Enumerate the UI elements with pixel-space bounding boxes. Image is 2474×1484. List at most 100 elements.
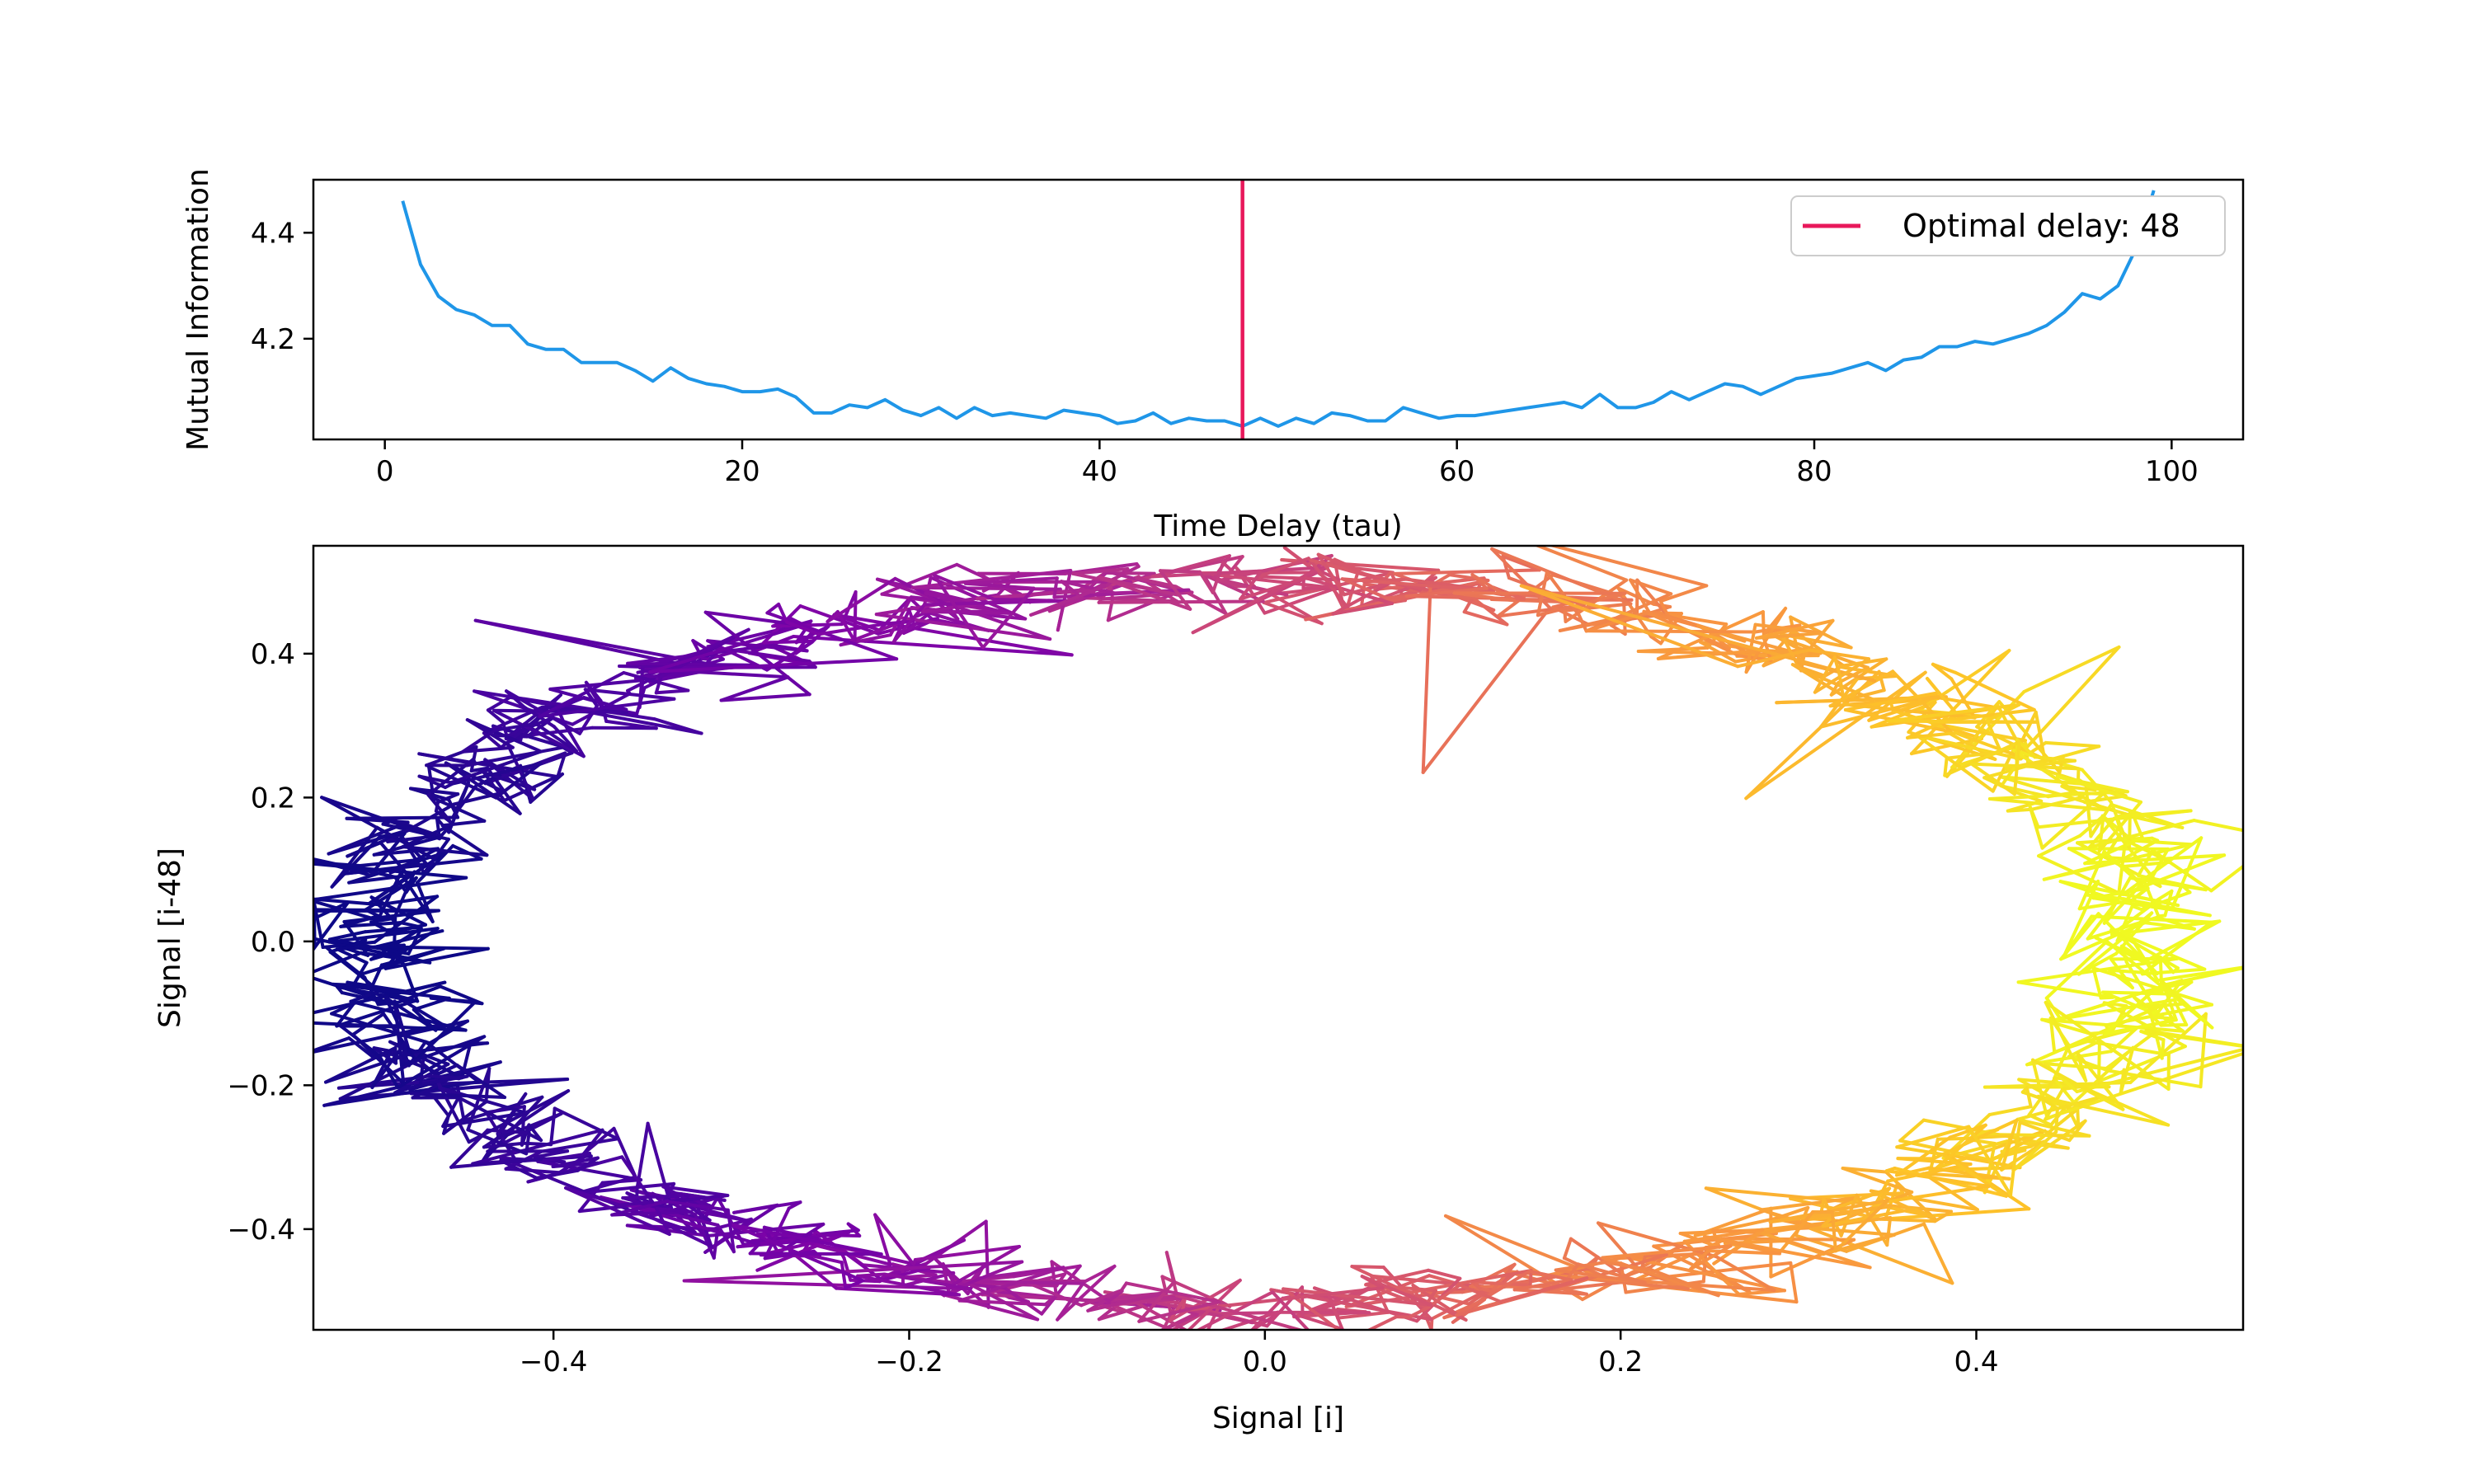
trajectory-segment: [345, 815, 459, 820]
trajectory-segment: [1898, 1118, 1926, 1143]
trajectory-segment: [913, 1245, 1021, 1261]
trajectory-segment: [2062, 880, 2100, 958]
trajectory-segment: [2161, 979, 2178, 1021]
trajectory-segment: [981, 586, 1036, 650]
trajectory-segment: [2130, 904, 2144, 912]
trajectory-segment: [1967, 1125, 2013, 1197]
trajectory-segment: [374, 929, 444, 949]
trajectory-segment: [1832, 655, 1841, 675]
trajectory-segment: [1910, 736, 1983, 756]
trajectory-segment: [621, 1194, 690, 1200]
trajectory-segment: [1519, 584, 1877, 683]
trajectory-segment: [695, 1203, 713, 1248]
trajectory-segment: [794, 627, 816, 655]
trajectory-segment: [416, 881, 435, 923]
x-tick-label: 0.0: [1243, 1345, 1287, 1378]
trajectory-segment: [2067, 1119, 2087, 1143]
trajectory-segment: [626, 661, 755, 667]
trajectory-segment: [2109, 928, 2207, 971]
trajectory-segment: [1202, 574, 1216, 580]
y-tick-label: −0.4: [227, 1214, 295, 1247]
trajectory-segment: [529, 772, 564, 804]
phase-space-x-ticks: −0.4 −0.2 0.0 0.2 0.4: [520, 1330, 1999, 1378]
trajectory-segment: [1331, 581, 1392, 616]
trajectory-segment: [2114, 815, 2124, 835]
trajectory-segment: [402, 1040, 408, 1066]
trajectory-segment: [564, 1186, 622, 1207]
trajectory-segment: [335, 947, 369, 965]
trajectory-segment: [330, 1012, 432, 1045]
trajectory-segment: [322, 1080, 481, 1107]
phase-space-frame: [312, 544, 2245, 1331]
trajectory-segment: [2091, 966, 2103, 1000]
trajectory-segment: [2078, 814, 2105, 838]
trajectory-segment: [2097, 1039, 2101, 1083]
trajectory-segment: [2006, 807, 2034, 813]
trajectory-segment: [1137, 1300, 1221, 1323]
trajectory-segment: [748, 1242, 761, 1256]
trajectory-segment: [1895, 1125, 1971, 1149]
trajectory-segment: [1895, 1145, 1945, 1157]
x-tick-label: 0.2: [1598, 1345, 1643, 1378]
trajectory-segment: [2028, 804, 2040, 829]
trajectory-segment: [383, 943, 406, 970]
trajectory-segment: [1340, 577, 1389, 600]
trajectory-segment: [1699, 640, 1738, 664]
trajectory-segment: [494, 762, 543, 800]
trajectory-segment: [1079, 1289, 1123, 1308]
trajectory-segment: [2016, 980, 2115, 999]
trajectory-segment: [1501, 554, 1541, 572]
trajectory-segment: [840, 1261, 848, 1290]
trajectory-segment: [320, 796, 441, 841]
trajectory-segment: [1886, 1162, 1973, 1183]
trajectory-segment: [331, 982, 355, 987]
phase-space-axes: −0.4 −0.2 0.0 0.2 0.4 −0.4 −0.2 0.0 0.2 0.4 Sign…: [153, 544, 2245, 1435]
trajectory-segment: [2077, 932, 2131, 976]
trajectory-segment: [2048, 1016, 2057, 1054]
trajectory-segment: [335, 999, 416, 1028]
trajectory-segment: [853, 590, 858, 644]
legend-entry-optimal-delay: Optimal delay: 48: [1903, 208, 2180, 244]
trajectory-segment: [369, 927, 423, 961]
trajectory-segment: [1917, 649, 2011, 712]
trajectory-segment: [1159, 1313, 1199, 1330]
trajectory-segment: [1828, 669, 1895, 708]
x-tick-label: 80: [1796, 455, 1832, 488]
trajectory-segment: [876, 577, 1052, 641]
trajectory-segment: [962, 1280, 1085, 1285]
trajectory-segment: [888, 595, 913, 637]
trajectory-segment: [1168, 1295, 1188, 1322]
trajectory-segment: [637, 665, 645, 709]
trajectory-segment: [339, 1024, 381, 1058]
trajectory-segment: [438, 984, 484, 1006]
trajectory-segment: [1807, 648, 1870, 661]
trajectory-segment: [383, 995, 402, 1028]
trajectory-segment: [552, 725, 579, 754]
trajectory-segment: [1885, 1216, 1893, 1247]
trajectory-segment: [483, 758, 535, 801]
trajectory-segment: [398, 921, 423, 929]
trajectory-segment: [2054, 1106, 2059, 1134]
trajectory-segment: [464, 745, 567, 768]
trajectory-segment: [1271, 1290, 1310, 1330]
legend-box: [1790, 195, 2226, 256]
trajectory-segment: [2105, 1031, 2157, 1070]
trajectory-segment: [435, 816, 441, 841]
trajectory-segment: [1808, 1226, 1896, 1237]
trajectory-segment: [1943, 756, 1949, 777]
x-tick-label: 40: [1082, 455, 1117, 488]
trajectory-segment: [880, 1266, 931, 1282]
trajectory-segment: [992, 598, 1070, 603]
trajectory-segment: [1282, 1287, 1433, 1307]
trajectory-segment: [414, 1000, 477, 1062]
x-tick-label: 20: [724, 455, 760, 488]
trajectory-segment: [465, 718, 543, 754]
trajectory-segment: [682, 1260, 1024, 1283]
trajectory-segment: [417, 752, 560, 779]
trajectory-segment: [880, 562, 959, 596]
trajectory-segment: [431, 796, 487, 823]
trajectory-segment: [1931, 662, 1957, 674]
trajectory-segment: [313, 861, 362, 867]
trajectory-segment: [383, 995, 438, 1032]
trajectory-segment: [418, 1074, 469, 1087]
